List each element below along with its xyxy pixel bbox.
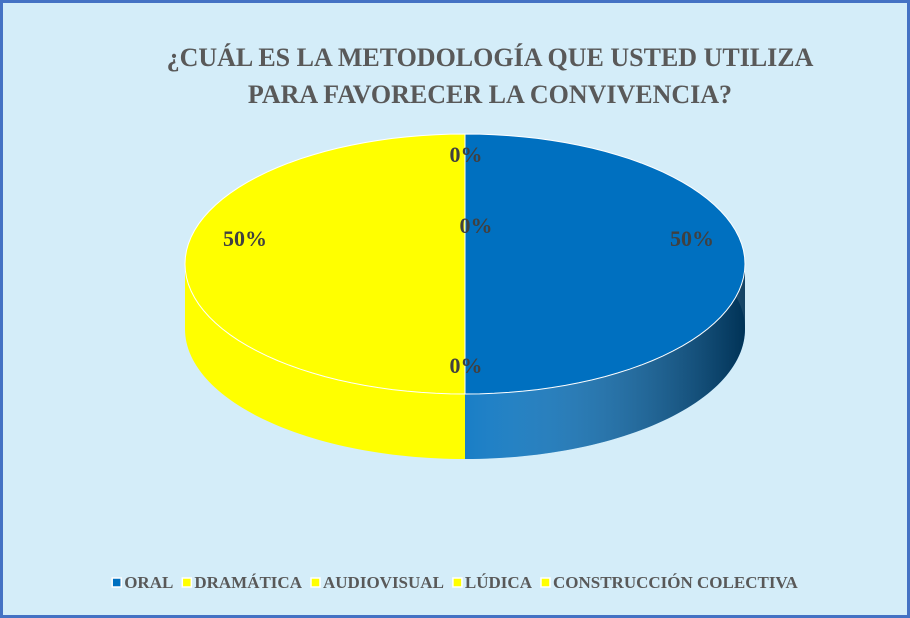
legend-swatch (452, 577, 463, 588)
legend-label: DRAMÁTICA (194, 573, 302, 592)
legend-swatch (310, 577, 321, 588)
data-label: 0% (450, 142, 483, 167)
legend: ORAL DRAMÁTICA AUDIOVISUAL LÚDICA CONSTRUCCI… (111, 573, 799, 592)
pie-side (185, 264, 465, 459)
data-label: 50% (670, 226, 714, 251)
pie-side-shade (465, 264, 745, 459)
legend-swatch (540, 577, 551, 588)
pie-slice (184, 133, 466, 395)
data-label: 0% (460, 213, 493, 238)
chart-title: ¿CUÁL ES LA METODOLOGÍA QUE USTED UTILIZ… (167, 43, 814, 109)
legend-label: LÚDICA (465, 573, 533, 592)
legend-swatch (181, 577, 193, 588)
legend-label: AUDIOVISUAL (323, 573, 444, 592)
legend-label: CONSTRUCCIÓN COLECTIVA (553, 573, 799, 592)
legend-swatch (111, 577, 122, 588)
data-label: 50% (223, 226, 267, 251)
data-label: 0% (450, 353, 483, 378)
legend-label: ORAL (124, 573, 173, 592)
pie-slice (464, 133, 746, 395)
